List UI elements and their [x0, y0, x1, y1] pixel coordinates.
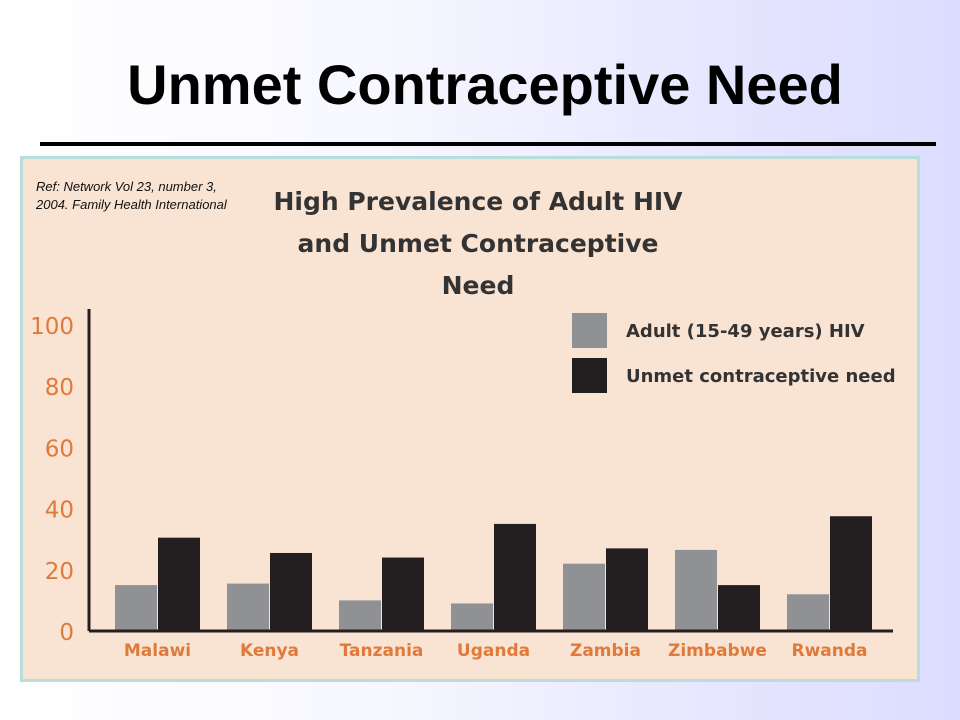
x-tick-label: Zimbabwe — [668, 641, 767, 661]
bar-unmet-malawi — [158, 537, 200, 631]
chart-title: High Prevalence of Adult HIV and Unmet C… — [263, 181, 693, 307]
reference-note: Ref: Network Vol 23, number 3, 2004. Fam… — [36, 178, 286, 214]
chart-title-line-2: and Unmet Contraceptive Need — [297, 229, 659, 300]
bar-hiv-malawi — [115, 585, 157, 631]
x-tick-label: Zambia — [570, 641, 641, 661]
bar-unmet-kenya — [270, 552, 312, 631]
legend-label: Unmet contraceptive need — [626, 366, 896, 387]
x-tick-label: Malawi — [124, 641, 191, 661]
slide-title: Unmet Contraceptive Need — [127, 53, 843, 116]
legend-swatch — [572, 358, 607, 393]
y-tick-label: 100 — [30, 314, 74, 340]
y-tick-label: 60 — [45, 436, 74, 462]
x-tick-label: Tanzania — [340, 641, 424, 661]
x-tick-label: Kenya — [240, 641, 299, 661]
bar-unmet-uganda — [494, 523, 536, 631]
bar-hiv-zambia — [563, 563, 605, 631]
y-tick-label: 80 — [45, 375, 74, 401]
bar-hiv-zimbabwe — [675, 549, 717, 631]
reference-line-2: 2004. Family Health International — [36, 197, 227, 212]
bar-unmet-tanzania — [382, 557, 424, 631]
y-tick-label: 40 — [45, 498, 74, 524]
y-tick-label: 20 — [45, 559, 74, 585]
bar-chart: 0 20 40 60 80 100 Malawi Kenya Tanzania Uganda Za… — [30, 309, 896, 661]
x-tick-label: Rwanda — [791, 641, 867, 661]
bar-hiv-tanzania — [339, 600, 381, 631]
bar-hiv-kenya — [227, 583, 269, 631]
bar-unmet-zambia — [606, 548, 648, 631]
x-tick-label: Uganda — [457, 641, 530, 661]
legend-label: Adult (15-49 years) HIV — [626, 321, 865, 342]
title-divider — [40, 142, 936, 146]
legend-swatch — [572, 313, 607, 348]
y-tick-label: 0 — [59, 620, 74, 646]
chart-panel: Ref: Network Vol 23, number 3, 2004. Fam… — [20, 156, 920, 682]
bar-hiv-uganda — [451, 603, 493, 631]
chart-title-line-1: High Prevalence of Adult HIV — [273, 187, 683, 216]
bar-unmet-zimbabwe — [718, 585, 760, 631]
bar-hiv-rwanda — [787, 594, 829, 631]
bar-unmet-rwanda — [830, 516, 872, 631]
reference-line-1: Ref: Network Vol 23, number 3, — [36, 179, 217, 194]
